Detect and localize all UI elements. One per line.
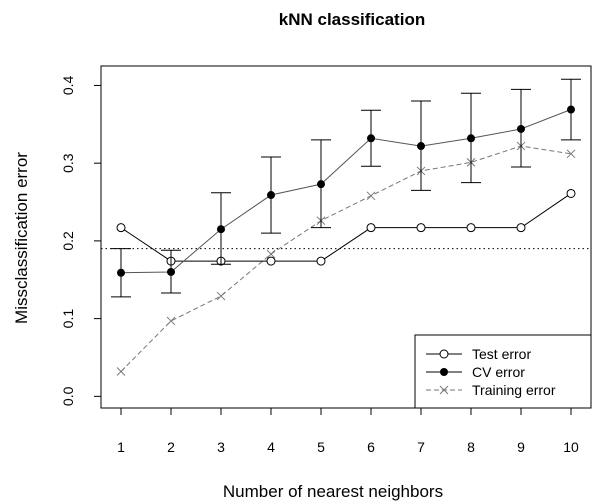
- training-marker-stroke: [566, 149, 576, 159]
- x-tick-label: 9: [517, 439, 525, 455]
- training-error-point: [166, 316, 176, 326]
- cv-error-point: [217, 225, 225, 234]
- y-tick-label: 0.1: [60, 309, 76, 329]
- test-error-point: [416, 223, 426, 233]
- x-tick-label: 6: [367, 439, 375, 455]
- x-axis-label: Number of nearest neighbors: [223, 482, 443, 501]
- x-tick-label: 7: [417, 439, 425, 455]
- training-error-point: [116, 367, 126, 376]
- legend-swatch-marker: [439, 349, 449, 359]
- training-error-point: [266, 249, 276, 259]
- x-tick-label: 1: [117, 439, 125, 455]
- training-marker-stroke: [266, 249, 276, 259]
- training-marker-stroke: [366, 191, 376, 201]
- test-error-line: [120, 193, 572, 262]
- training-marker-stroke: [166, 316, 176, 326]
- x-tick-label: 4: [267, 439, 275, 455]
- y-tick-label: 0.4: [60, 75, 76, 95]
- cv-error-point: [417, 142, 425, 151]
- y-tick-label: 0.2: [60, 231, 76, 251]
- training-error-point: [216, 291, 226, 301]
- cv-error-point: [267, 191, 275, 200]
- training-marker-stroke: [116, 367, 126, 376]
- y-axis: 0.0 0.1 0.2 0.3 0.4: [60, 75, 101, 406]
- legend-swatch-marker: [439, 385, 449, 395]
- x-tick-label: 3: [217, 439, 225, 455]
- plot-area: [101, 78, 591, 376]
- y-tick-label: 0.3: [60, 153, 76, 173]
- cv-error-point: [467, 134, 475, 143]
- test-error-point: [566, 188, 576, 198]
- legend-item: CV error: [426, 364, 525, 380]
- y-tick-label: 0.0: [60, 386, 76, 406]
- legend-item: Training error: [426, 382, 556, 398]
- x-tick-label: 8: [467, 439, 475, 455]
- test-error-point: [316, 256, 326, 266]
- cv-error-point: [517, 124, 525, 133]
- test-error-point: [516, 223, 526, 233]
- training-error-point: [566, 149, 576, 159]
- plot-frame: [100, 65, 592, 409]
- legend-label: Training error: [472, 382, 556, 398]
- legend: Test error CV error Training error: [414, 334, 592, 409]
- legend-label: CV error: [472, 364, 525, 380]
- x-tick-label: 10: [563, 439, 579, 455]
- legend-item: Test error: [426, 346, 531, 362]
- x-tick-label: 2: [167, 439, 175, 455]
- y-axis-label: Missclassification error: [12, 152, 31, 324]
- x-axis: 1 2 3 4 5 6 7 8 9 10: [117, 408, 579, 455]
- test-error-point: [466, 223, 476, 233]
- legend-label: Test error: [472, 346, 531, 362]
- cv-error-point: [167, 267, 175, 276]
- test-error-point: [116, 223, 126, 233]
- cv-error-point: [567, 105, 575, 114]
- test-error-point: [266, 256, 276, 266]
- chart-title: kNN classification: [279, 10, 425, 29]
- training-error-line: [120, 145, 572, 372]
- cv-error-point: [117, 268, 125, 277]
- cv-error-line: [120, 109, 572, 274]
- cv-error-point: [367, 134, 375, 143]
- training-error-point: [366, 191, 376, 201]
- training-marker-stroke: [216, 291, 226, 301]
- legend-swatch-marker: [440, 368, 448, 376]
- test-error-point: [366, 223, 376, 233]
- x-tick-label: 5: [317, 439, 325, 455]
- cv-error-point: [317, 180, 325, 189]
